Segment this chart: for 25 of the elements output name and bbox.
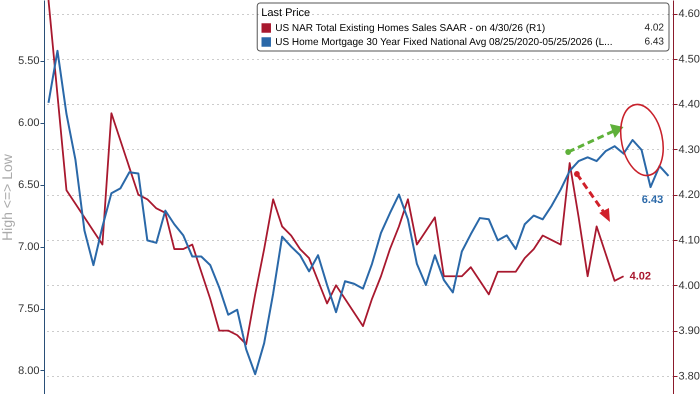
line-series xyxy=(48,0,624,346)
y2-tick-label: 4.60 xyxy=(678,8,700,20)
y2-tick-label: 3.90 xyxy=(678,325,700,338)
y-tick-label: 7.00 xyxy=(18,241,40,254)
legend-title: Last Price xyxy=(261,7,310,19)
legend-label: US NAR Total Existing Homes Sales SAAR - on 4/30/26 (R1) xyxy=(275,23,546,34)
text: 6.43 xyxy=(644,36,664,48)
y-tick-label: 8.00 xyxy=(18,364,40,377)
y2-tick-label: 4.20 xyxy=(678,189,700,202)
y-tick-label: 6.00 xyxy=(18,117,40,130)
y-tick-label: 6.50 xyxy=(18,179,40,192)
line-series xyxy=(47,50,670,376)
y-tick-label: 7.50 xyxy=(18,303,40,316)
y2-tick-label: 4.50 xyxy=(678,53,700,66)
text: 4.02 xyxy=(644,22,664,34)
y-axis-title: High <=> Low xyxy=(0,153,16,241)
y2-tick-label: 4.40 xyxy=(678,98,700,111)
data-label: 4.02 xyxy=(630,270,651,282)
y2-tick-label: 3.80 xyxy=(678,370,700,382)
y-tick-label: 5.50 xyxy=(18,55,40,68)
y2-tick-label: 4.00 xyxy=(678,280,700,292)
legend-label: US Home Mortgage 30 Year Fixed National Avg 08/25/2020-05/25/2026 (L... xyxy=(275,37,612,48)
y2-tick-label: 4.10 xyxy=(678,234,700,247)
y2-tick-label: 4.30 xyxy=(678,144,700,156)
data-label: 6.43 xyxy=(642,194,664,206)
